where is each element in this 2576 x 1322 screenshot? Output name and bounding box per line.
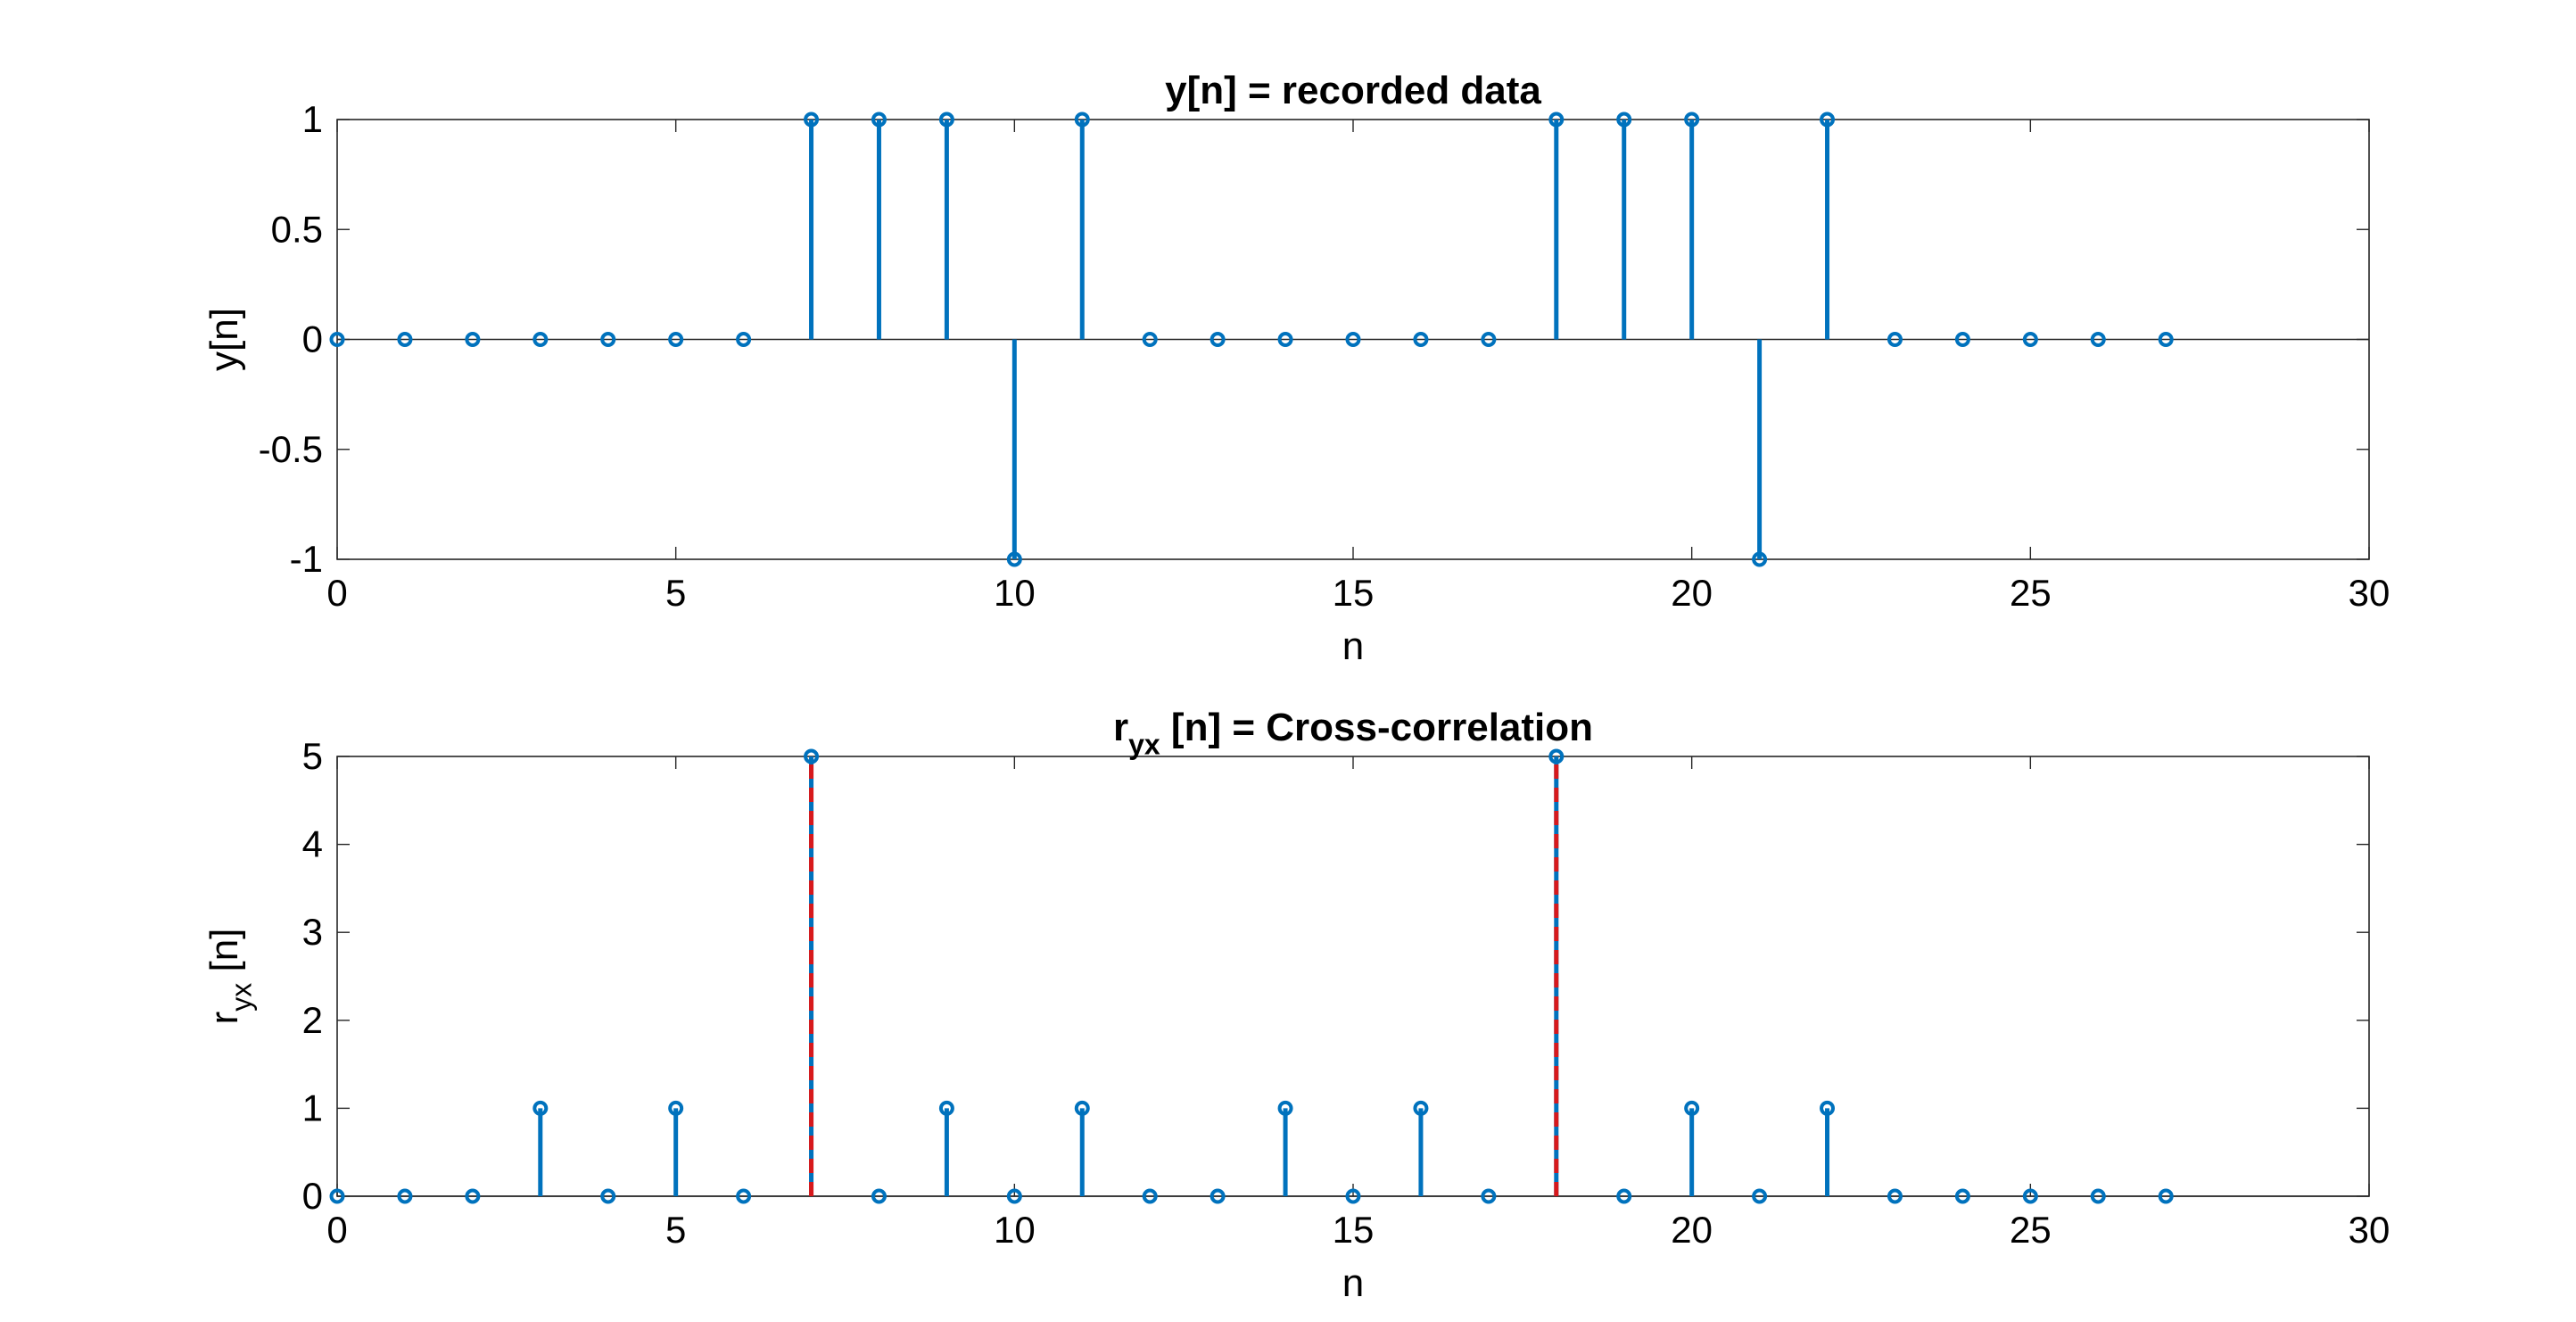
xcorr-xtick-label: 20	[1671, 1209, 1713, 1251]
xcorr-xtick-label: 10	[994, 1209, 1036, 1251]
xcorr-ytick-label: 0	[302, 1175, 323, 1217]
recorded-marker-n3	[533, 332, 549, 347]
recorded-marker-n24	[1954, 332, 1970, 347]
recorded-marker-n5	[668, 332, 684, 347]
recorded-marker-n19	[1616, 112, 1632, 128]
xcorr-ytick-label: 2	[302, 999, 323, 1041]
recorded-marker-n1	[397, 332, 413, 347]
xcorr-title: ryx [n] = Cross-correlation	[1113, 706, 1593, 760]
xcorr-xlabel: n	[1342, 1261, 1364, 1305]
xcorr-marker-n7	[804, 748, 820, 764]
recorded-marker-n16	[1413, 332, 1429, 347]
recorded-xtick-label: 15	[1333, 572, 1375, 614]
xcorr-ytick-label: 3	[302, 911, 323, 953]
xcorr-marker-n10	[1006, 1188, 1022, 1204]
recorded-ytick-label: 0	[302, 318, 323, 360]
recorded-marker-n18	[1548, 112, 1565, 128]
xcorr-marker-n14	[1277, 1100, 1293, 1116]
recorded-marker-n17	[1481, 332, 1497, 347]
xcorr-marker-n16	[1413, 1100, 1429, 1116]
recorded-marker-n23	[1887, 332, 1903, 347]
recorded-ytick-label: -1	[290, 538, 323, 580]
recorded-ylabel: y[n]	[202, 308, 246, 371]
xcorr-marker-n4	[600, 1188, 616, 1204]
xcorr-ylabel: ryx [n]	[202, 929, 257, 1025]
xcorr-ytick-label: 5	[302, 735, 323, 777]
xcorr-marker-n25	[2022, 1188, 2038, 1204]
xcorr-marker-n24	[1954, 1188, 1970, 1204]
xcorr-xtick-label: 15	[1333, 1209, 1375, 1251]
recorded-marker-n0	[329, 332, 345, 347]
recorded-ytick-label: -0.5	[259, 428, 323, 470]
recorded-xtick-label: 30	[2349, 572, 2390, 614]
xcorr-marker-n18	[1548, 748, 1565, 764]
xcorr-xtick-label: 5	[665, 1209, 686, 1251]
xcorr-marker-n6	[736, 1188, 752, 1204]
recorded-xtick-label: 10	[994, 572, 1036, 614]
xcorr-marker-n27	[2158, 1188, 2174, 1204]
recorded-marker-n6	[736, 332, 752, 347]
xcorr-marker-n8	[871, 1188, 887, 1204]
xcorr-xtick-label: 30	[2349, 1209, 2390, 1251]
xcorr-xtick-label: 0	[326, 1209, 347, 1251]
xcorr-marker-n13	[1210, 1188, 1226, 1204]
xcorr-xtick-label: 25	[2010, 1209, 2052, 1251]
xcorr-marker-n23	[1887, 1188, 1903, 1204]
recorded-ytick-label: 1	[302, 98, 323, 140]
recorded-title: y[n] = recorded data	[1165, 69, 1541, 112]
recorded-marker-n22	[1820, 112, 1836, 128]
recorded-marker-n11	[1074, 112, 1090, 128]
xcorr-marker-n17	[1481, 1188, 1497, 1204]
recorded-marker-n4	[600, 332, 616, 347]
xcorr-marker-n15	[1345, 1188, 1361, 1204]
recorded-xtick-label: 25	[2010, 572, 2052, 614]
xcorr-marker-n19	[1616, 1188, 1632, 1204]
recorded-data-plot: 0 5 10 15 20 25 30 -1 -0.5 0 0.5 1 y[n] = recorded d…	[202, 69, 2390, 668]
recorded-marker-n10	[1006, 551, 1022, 567]
recorded-marker-n7	[804, 112, 820, 128]
recorded-ytick-label: 0.5	[271, 208, 323, 250]
recorded-marker-n12	[1142, 332, 1158, 347]
recorded-marker-n21	[1752, 551, 1768, 567]
recorded-marker-n2	[465, 332, 481, 347]
recorded-marker-n8	[871, 112, 887, 128]
recorded-marker-n26	[2090, 332, 2106, 347]
recorded-marker-n25	[2022, 332, 2038, 347]
recorded-marker-n27	[2158, 332, 2174, 347]
xcorr-axes-box	[336, 756, 2370, 1197]
recorded-xtick-label: 5	[665, 572, 686, 614]
xcorr-marker-n3	[533, 1100, 549, 1116]
recorded-marker-n14	[1277, 332, 1293, 347]
recorded-marker-n13	[1210, 332, 1226, 347]
xcorr-ytick-label: 4	[302, 823, 323, 865]
xcorr-marker-n26	[2090, 1188, 2106, 1204]
recorded-xlabel: n	[1342, 624, 1364, 668]
xcorr-marker-n0	[329, 1188, 345, 1204]
xcorr-marker-n21	[1752, 1188, 1768, 1204]
xcorr-marker-n5	[668, 1100, 684, 1116]
xcorr-marker-n20	[1684, 1100, 1700, 1116]
xcorr-marker-n2	[465, 1188, 481, 1204]
recorded-marker-n9	[938, 112, 954, 128]
cross-correlation-plot: 0 5 10 15 20 25 30 0 1 2 3 4 5 ryx [n] = Cross-correl…	[202, 706, 2390, 1305]
xcorr-marker-n9	[938, 1100, 954, 1116]
xcorr-marker-n11	[1074, 1100, 1090, 1116]
recorded-xtick-label: 20	[1671, 572, 1713, 614]
xcorr-ytick-label: 1	[302, 1087, 323, 1128]
xcorr-marker-n22	[1820, 1100, 1836, 1116]
recorded-marker-n15	[1345, 332, 1361, 347]
xcorr-marker-n1	[397, 1188, 413, 1204]
xcorr-marker-n12	[1142, 1188, 1158, 1204]
recorded-marker-n20	[1684, 112, 1700, 128]
recorded-xtick-label: 0	[326, 572, 347, 614]
